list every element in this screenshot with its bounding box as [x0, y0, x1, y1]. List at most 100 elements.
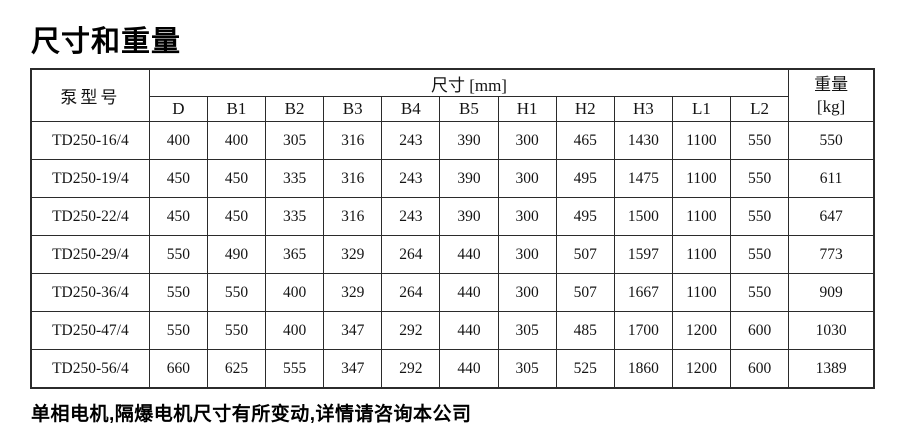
model-column-header: 泵型号	[30, 68, 150, 122]
weight-cell: 1389	[788, 349, 875, 389]
table-body: TD250-16/4 400 400 305 316 243 390 300 465 1430 11…	[30, 121, 875, 389]
dimension-cell-b4: 292	[381, 349, 441, 389]
dimension-cell-b4: 264	[381, 273, 441, 312]
dimension-cell-d: 450	[148, 159, 208, 198]
dimension-cell-h2: 507	[555, 235, 615, 274]
weight-cell: 647	[788, 197, 875, 236]
dimension-cell-b3: 316	[323, 121, 383, 160]
dimension-cell-b5: 440	[439, 349, 499, 389]
model-cell: TD250-22/4	[30, 197, 150, 236]
dimension-cell-b3: 329	[323, 273, 383, 312]
dimension-cell-h1: 300	[497, 273, 557, 312]
dimension-cell-b3: 329	[323, 235, 383, 274]
table-row: TD250-19/4 450 450 335 316 243 390 300 495 1475 11…	[30, 159, 875, 198]
dimension-cell-l1: 1100	[671, 235, 732, 274]
dimension-cell-h1: 300	[497, 197, 557, 236]
dimension-cell-h2: 465	[555, 121, 615, 160]
column-header-h2: H2	[555, 96, 615, 122]
dimension-cell-b1: 550	[206, 273, 267, 312]
column-header-b4: B4	[381, 96, 441, 122]
dimension-cell-b1: 450	[206, 197, 267, 236]
dimension-cell-b5: 440	[439, 311, 499, 350]
dimension-cell-b1: 490	[206, 235, 267, 274]
dimension-cell-l1: 1100	[671, 121, 732, 160]
dimension-cell-h1: 300	[497, 159, 557, 198]
table-row: TD250-47/4 550 550 400 347 292 440 305 485 1700 12…	[30, 311, 875, 350]
table-header-row-columns: D B1 B2 B3 B4 B5 H1 H2 H3 L1 L2	[31, 96, 874, 122]
dimension-cell-b4: 264	[381, 235, 441, 274]
dimension-cell-b2: 400	[265, 311, 325, 350]
weight-header-line1: 重量	[814, 75, 849, 95]
dimension-cell-b1: 450	[206, 159, 267, 198]
dimension-cell-d: 550	[148, 273, 208, 312]
dimension-cell-l2: 600	[730, 349, 790, 389]
dimension-cell-b2: 555	[265, 349, 325, 389]
table-header-row-top: 泵型号 尺寸 [mm] 重量 [kg]	[30, 68, 875, 122]
page-title: 尺寸和重量	[31, 26, 182, 58]
dimension-cell-d: 660	[148, 349, 208, 389]
dimension-cell-h1: 305	[497, 311, 557, 350]
table-header: 泵型号 尺寸 [mm] 重量 [kg] D B1 B2 B3 B4 B5 H1 H2 H3 L1 L…	[30, 68, 875, 122]
dimension-cell-b2: 305	[265, 121, 325, 160]
dimension-cell-b2: 335	[265, 197, 325, 236]
weight-cell: 550	[788, 121, 875, 160]
dimension-cell-l2: 550	[730, 121, 790, 160]
dimension-cell-b2: 365	[265, 235, 325, 274]
weight-header-line2: [kg]	[816, 96, 846, 116]
dimension-cell-b3: 316	[323, 159, 383, 198]
model-cell: TD250-29/4	[30, 235, 150, 274]
dimension-cell-h1: 300	[497, 121, 557, 160]
table-row: TD250-22/4 450 450 335 316 243 390 300 495 1500 11…	[30, 197, 875, 236]
dimension-cell-l2: 550	[730, 235, 790, 274]
dimension-cell-h3: 1700	[613, 311, 673, 350]
column-header-b2: B2	[265, 96, 325, 122]
dimension-cell-h2: 525	[555, 349, 615, 389]
table-row: TD250-16/4 400 400 305 316 243 390 300 465 1430 11…	[30, 121, 875, 160]
dimension-cell-d: 550	[148, 311, 208, 350]
dimension-cell-b5: 390	[439, 121, 499, 160]
column-header-d: D	[148, 96, 208, 122]
dimension-cell-b4: 243	[381, 159, 441, 198]
weight-cell: 611	[788, 159, 875, 198]
dimension-cell-b3: 347	[323, 349, 383, 389]
dimension-cell-b3: 347	[323, 311, 383, 350]
dimension-cell-b1: 550	[206, 311, 267, 350]
dimension-cell-b3: 316	[323, 197, 383, 236]
dimension-cell-b4: 243	[381, 197, 441, 236]
dimension-cell-l2: 550	[730, 197, 790, 236]
dimension-cell-b5: 390	[439, 159, 499, 198]
dimension-cell-h1: 300	[497, 235, 557, 274]
dimension-cell-h1: 305	[497, 349, 557, 389]
model-cell: TD250-19/4	[30, 159, 150, 198]
column-header-h3: H3	[613, 96, 673, 122]
dimension-cell-d: 400	[148, 121, 208, 160]
weight-cell: 909	[788, 273, 875, 312]
dimension-cell-h3: 1860	[613, 349, 673, 389]
dimension-cell-b5: 440	[439, 273, 499, 312]
dimension-cell-l2: 550	[730, 159, 790, 198]
dimension-cell-l1: 1200	[671, 349, 732, 389]
dimension-cell-h3: 1667	[613, 273, 673, 312]
dimensions-group-header: 尺寸 [mm]	[148, 68, 790, 97]
model-cell: TD250-36/4	[30, 273, 150, 312]
dimensions-weight-table: 泵型号 尺寸 [mm] 重量 [kg] D B1 B2 B3 B4 B5 H1 H2 H3 L1 L…	[30, 68, 875, 389]
table-row: TD250-56/4 660 625 555 347 292 440 305 525 1860 12…	[30, 349, 875, 389]
table-row: TD250-36/4 550 550 400 329 264 440 300 507 1667 11…	[30, 273, 875, 312]
dimension-cell-d: 550	[148, 235, 208, 274]
dimension-cell-b2: 400	[265, 273, 325, 312]
dimension-cell-b4: 243	[381, 121, 441, 160]
dimension-cell-l2: 600	[730, 311, 790, 350]
dimension-cell-h2: 485	[555, 311, 615, 350]
dimension-cell-l2: 550	[730, 273, 790, 312]
weight-cell: 773	[788, 235, 875, 274]
dimension-cell-b2: 335	[265, 159, 325, 198]
dimension-cell-b5: 440	[439, 235, 499, 274]
column-header-l2: L2	[730, 96, 790, 122]
dimension-cell-h3: 1597	[613, 235, 673, 274]
dimension-cell-h2: 495	[555, 159, 615, 198]
table-row: TD250-29/4 550 490 365 329 264 440 300 507 1597 11…	[30, 235, 875, 274]
dimension-cell-l1: 1100	[671, 197, 732, 236]
dimension-cell-h2: 507	[555, 273, 615, 312]
column-header-b5: B5	[439, 96, 499, 122]
